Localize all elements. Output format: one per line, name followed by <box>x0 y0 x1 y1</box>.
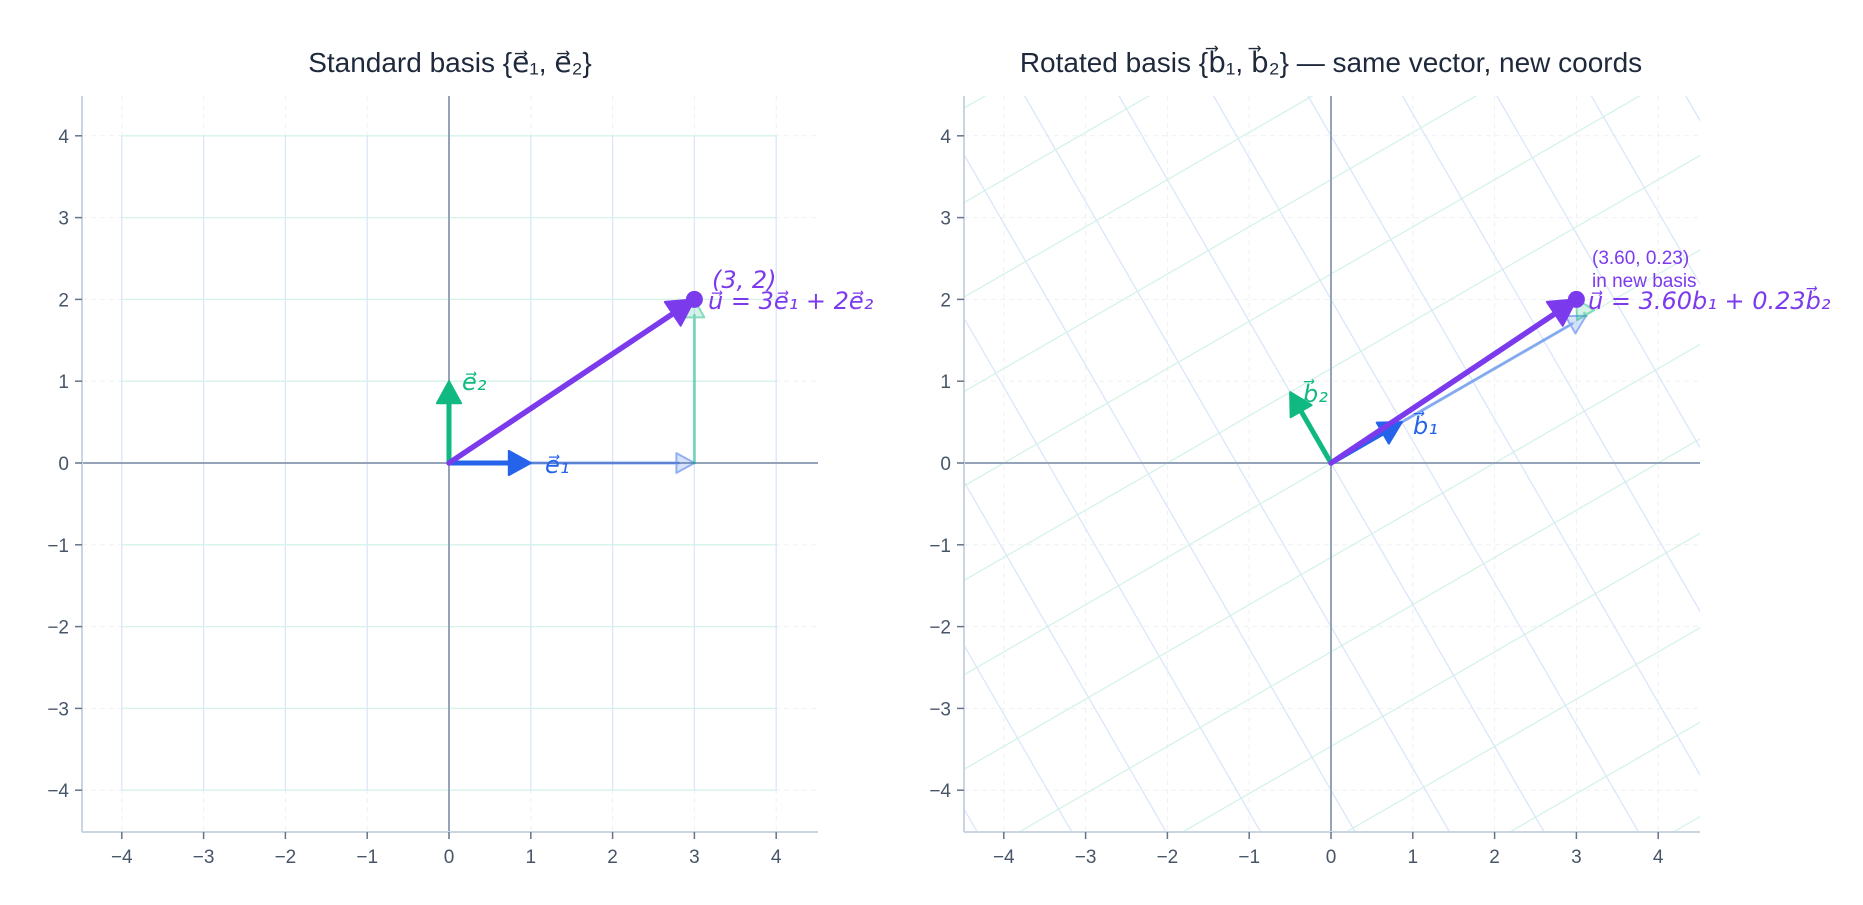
y-tick-label: 3 <box>58 209 69 230</box>
point-coord-label: (3, 2) <box>712 266 777 294</box>
y-tick-label: 2 <box>940 290 951 311</box>
u-endpoint-marker <box>1567 290 1585 308</box>
y-tick-label: −3 <box>929 699 951 720</box>
basis-gridline-b1 <box>1571 0 1863 703</box>
u-vector <box>446 298 696 466</box>
e1-label: e⃗₁ <box>545 451 569 479</box>
y-tick-label: 1 <box>940 372 951 393</box>
u-endpoint-marker <box>685 290 703 308</box>
vectors <box>1289 290 1596 466</box>
panel-title: Rotated basis {b⃗₁, b⃗₂} — same vector, … <box>1020 45 1642 78</box>
x-tick-label: 1 <box>526 847 537 868</box>
x-tick-label: 0 <box>1326 847 1337 868</box>
basis-gridline-b2 <box>964 96 1314 298</box>
basis-gridline-b2 <box>964 96 1150 204</box>
x-tick-label: −4 <box>111 847 133 868</box>
u-vector <box>1328 298 1578 466</box>
equation-label: u⃗ = 3.60b₁ + 0.23b⃗₂ <box>1588 286 1831 315</box>
x-tick-label: −4 <box>993 847 1015 868</box>
basis-gridline-b1 <box>1496 96 1700 450</box>
basis-gridline-b1 <box>964 316 1262 832</box>
y-tick-label: 2 <box>58 290 69 311</box>
x-tick-label: −2 <box>275 847 297 868</box>
basis-gridline-b1 <box>1500 0 1863 743</box>
b2-vector <box>1289 391 1334 466</box>
basis-gridline-b2 <box>1091 703 1863 905</box>
point-coord-label: (3.60, 0.23) <box>1592 248 1689 269</box>
b2-label: b⃗₂ <box>1303 379 1328 408</box>
y-tick-label: 1 <box>58 372 69 393</box>
basis-gridline-b1 <box>1401 96 1700 613</box>
point-basis-note: in new basis <box>1592 271 1697 292</box>
x-tick-label: −3 <box>1075 847 1097 868</box>
basis-gridline-b1 <box>1685 96 1700 122</box>
x-tick-label: 2 <box>1489 847 1500 868</box>
y-tick-label: −2 <box>47 618 69 639</box>
basis-gridline-b1 <box>1590 96 1700 286</box>
basis-gridline-b2 <box>964 96 1641 487</box>
annotations: e⃗₁ e⃗₂ (3, 2) u⃗ = 3e⃗₁ + 2e⃗₂ <box>462 266 874 479</box>
x-tick-label: 4 <box>1653 847 1664 868</box>
x-tick-label: −2 <box>1157 847 1179 868</box>
standard-basis-panel: Standard basis {e⃗₁, e⃗₂} −4 −3 −2 −1 0 1 2 3 4−… <box>47 47 873 868</box>
y-tick-label: 3 <box>940 209 951 230</box>
x-tick-label: 1 <box>1408 847 1419 868</box>
rotated-basis-panel: Rotated basis {b⃗₁, b⃗₂} — same vector, … <box>929 0 1863 905</box>
y-tick-label: −1 <box>47 536 69 557</box>
y-tick-label: −1 <box>929 536 951 557</box>
tick-labels: −4 −3 −2 −1 0 1 2 3 4 −4 −3 −2 −1 0 1 2 3 4 <box>47 127 782 868</box>
tick-labels: −4 −3 −2 −1 0 1 2 3 4 −4 −3 −2 −1 0 1 2 3 4 <box>929 127 1664 868</box>
x-tick-label: 2 <box>607 847 618 868</box>
y-tick-label: −3 <box>47 699 69 720</box>
x-tick-label: −3 <box>193 847 215 868</box>
y-tick-label: 4 <box>58 127 69 148</box>
x-tick-label: 3 <box>1571 847 1582 868</box>
y-tick-label: −4 <box>929 781 951 802</box>
e2-vector <box>435 380 463 466</box>
e2-label: e⃗₂ <box>462 368 487 396</box>
basis-gridline-b2 <box>1672 815 1700 832</box>
annotations: b⃗₁ b⃗₂ (3.60, 0.23) in new basis u⃗ = 3… <box>1303 248 1831 440</box>
equation-label: u⃗ = 3e⃗₁ + 2e⃗₂ <box>708 287 874 315</box>
y-tick-label: 0 <box>58 454 69 475</box>
y-tick-label: −2 <box>929 618 951 639</box>
vectors <box>435 290 706 477</box>
b1-label: b⃗₁ <box>1413 411 1438 440</box>
y-tick-label: −4 <box>47 781 69 802</box>
x-tick-label: 3 <box>689 847 700 868</box>
x-tick-label: 0 <box>444 847 455 868</box>
e1-vector <box>446 449 532 477</box>
x-tick-label: 4 <box>771 847 782 868</box>
y-tick-label: 4 <box>940 127 951 148</box>
panel-title: Standard basis {e⃗₁, e⃗₂} <box>308 47 592 78</box>
x-tick-label: −1 <box>356 847 378 868</box>
basis-gridline-b2 <box>964 96 1478 393</box>
x-tick-label: −1 <box>1238 847 1260 868</box>
y-tick-label: 0 <box>940 454 951 475</box>
